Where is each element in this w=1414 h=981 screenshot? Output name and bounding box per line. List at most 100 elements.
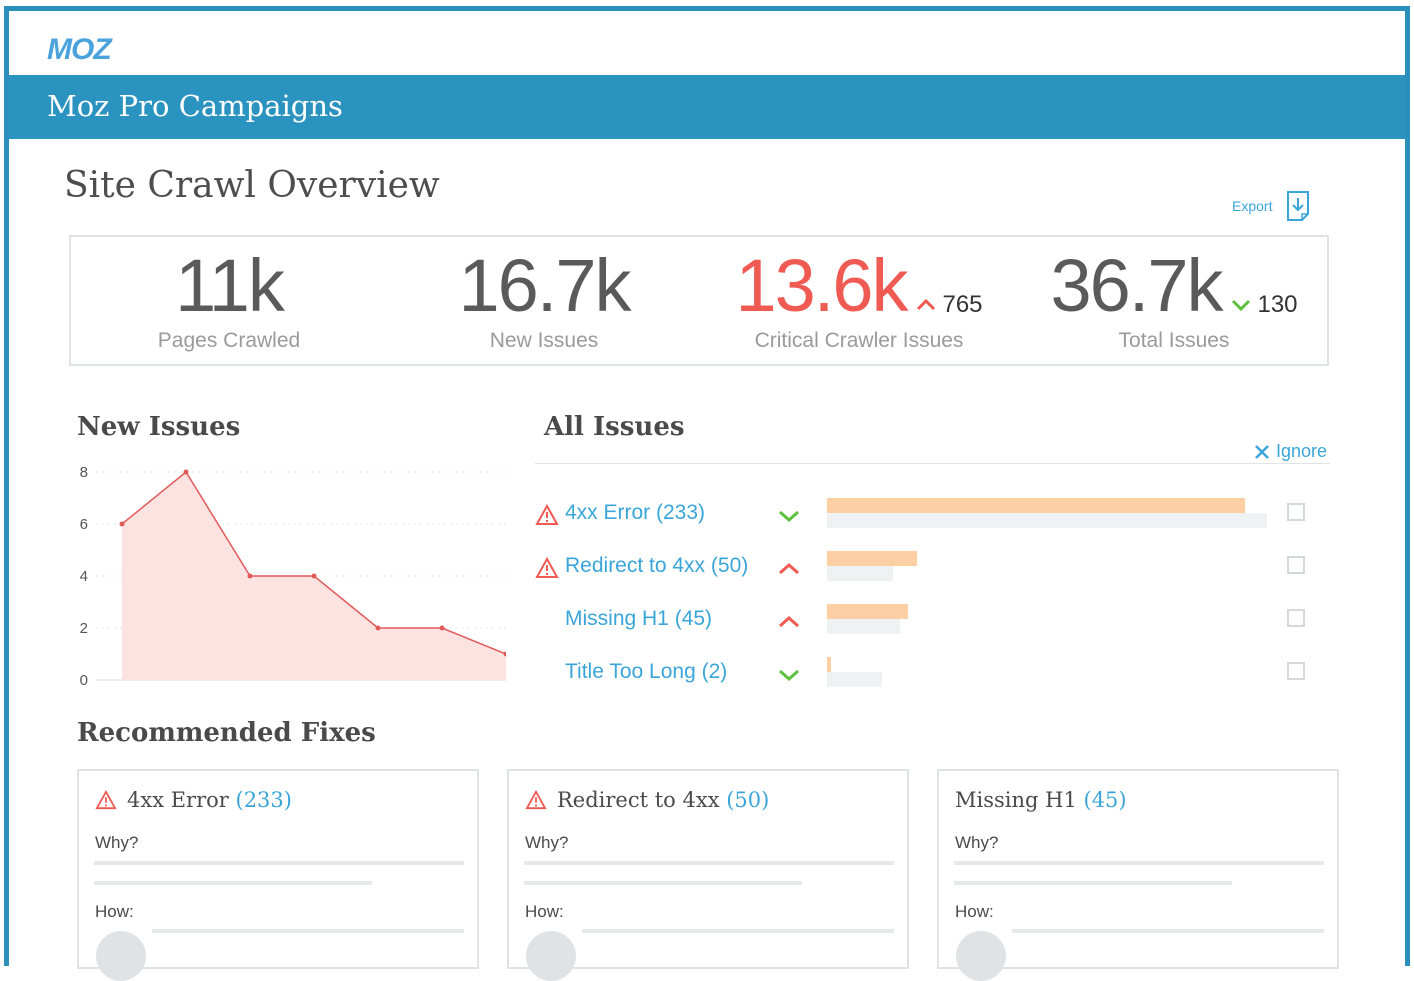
- chevron-down-icon: [779, 510, 799, 523]
- issue-bar-previous: [827, 672, 882, 687]
- ignore-checkbox[interactable]: [1287, 609, 1305, 627]
- why-label: Why?: [955, 833, 999, 852]
- issue-bar-current: [827, 604, 909, 619]
- data-point: [247, 573, 253, 579]
- fix-card-name: Redirect to 4xx: [557, 788, 720, 812]
- ignore-checkbox[interactable]: [1287, 556, 1305, 574]
- stat-pages-crawled: 11k Pages Crawled: [71, 247, 387, 353]
- arrow-down-icon: [1232, 299, 1251, 311]
- fix-card-count: (233): [235, 788, 292, 812]
- y-tick-label: 4: [80, 568, 88, 585]
- y-tick-label: 0: [80, 672, 88, 689]
- issue-link[interactable]: Title Too Long (2): [565, 660, 728, 683]
- fix-card-count: (50): [726, 788, 770, 812]
- stat-delta-value: 130: [1257, 291, 1298, 318]
- placeholder-line: [524, 881, 802, 885]
- placeholder-line: [582, 929, 894, 933]
- stat-value: 36.7k: [1050, 244, 1223, 327]
- stat-label: New Issues: [489, 329, 599, 352]
- fix-card-title: Missing H1 (45): [955, 788, 1127, 812]
- data-point: [439, 625, 445, 631]
- placeholder-line: [1012, 929, 1324, 933]
- fix-card-name: Missing H1: [955, 788, 1077, 812]
- issue-bar-current: [827, 551, 918, 566]
- placeholder-line: [524, 861, 894, 865]
- issue-bar-current: [827, 657, 831, 672]
- top-bar: Moz Pro Campaigns: [9, 75, 1405, 139]
- issue-bar-previous: [827, 566, 893, 581]
- data-point: [503, 651, 506, 657]
- ignore-checkbox[interactable]: [1287, 503, 1305, 521]
- stat-delta-value: 765: [942, 291, 983, 318]
- app-title: Moz Pro Campaigns: [47, 89, 343, 123]
- stat-critical-issues: 13.6k 765 Critical Crawler Issues: [701, 247, 1017, 353]
- download-icon: [1287, 191, 1310, 221]
- divider: [535, 463, 1330, 464]
- ignore-checkbox[interactable]: [1287, 662, 1305, 680]
- issue-row-missing-h1: Missing H1 (45): [535, 604, 1335, 644]
- fix-card-redirect-4xx[interactable]: Redirect to 4xx (50) Why? How:: [507, 769, 909, 981]
- why-label: Why?: [525, 833, 569, 852]
- new-issues-heading: New Issues: [77, 412, 241, 442]
- fix-card-4xx-error[interactable]: 4xx Error (233) Why? How:: [77, 769, 479, 981]
- stat-delta: 765: [916, 291, 983, 319]
- fix-card-name: 4xx Error: [127, 788, 229, 812]
- issue-row-4xx-error: 4xx Error (233): [535, 498, 1335, 538]
- issue-link[interactable]: Redirect to 4xx (50): [565, 554, 749, 577]
- stats-panel: 11k Pages Crawled 16.7k New Issues 13.6k…: [69, 235, 1329, 366]
- fix-card-title: 4xx Error (233): [95, 788, 292, 812]
- placeholder-line: [94, 881, 372, 885]
- stat-label: Total Issues: [1118, 329, 1230, 352]
- close-icon: [1255, 444, 1269, 459]
- issue-link[interactable]: 4xx Error (233): [565, 501, 706, 524]
- fix-card-title: Redirect to 4xx (50): [525, 788, 769, 812]
- y-tick-label: 8: [80, 464, 88, 481]
- chevron-up-icon: [779, 562, 799, 575]
- warning-icon: [95, 790, 117, 810]
- placeholder-line: [954, 881, 1232, 885]
- placeholder-line: [94, 861, 464, 865]
- y-tick-label: 6: [80, 516, 88, 533]
- data-point: [183, 469, 189, 475]
- ignore-button[interactable]: Ignore: [1254, 441, 1327, 462]
- issue-bar-current: [827, 498, 1245, 513]
- warning-icon: [525, 790, 547, 810]
- issue-row-redirect-4xx: Redirect to 4xx (50): [535, 551, 1335, 591]
- issue-link[interactable]: Missing H1 (45): [565, 607, 713, 630]
- fix-card-count: (45): [1083, 788, 1127, 812]
- stat-new-issues: 16.7k New Issues: [386, 247, 702, 353]
- issue-row-title-too-long: Title Too Long (2): [535, 657, 1335, 697]
- chevron-up-icon: [779, 615, 799, 628]
- page-title: Site Crawl Overview: [64, 165, 440, 206]
- how-label: How:: [95, 902, 134, 921]
- fix-card-missing-h1[interactable]: Missing H1 (45) Why? How:: [937, 769, 1339, 981]
- all-issues-heading: All Issues: [544, 412, 685, 442]
- moz-logo[interactable]: MOZ: [47, 33, 112, 66]
- y-tick-label: 2: [80, 620, 88, 637]
- stat-value: 16.7k: [458, 244, 631, 327]
- export-button[interactable]: Export: [1232, 190, 1310, 222]
- stat-value: 13.6k: [735, 244, 908, 327]
- how-label: How:: [955, 902, 994, 921]
- avatar: [526, 931, 576, 981]
- warning-icon: [535, 504, 559, 525]
- stat-label: Critical Crawler Issues: [754, 329, 964, 352]
- avatar: [96, 931, 146, 981]
- stat-total-issues: 36.7k 130 Total Issues: [1016, 247, 1332, 353]
- placeholder-line: [152, 929, 464, 933]
- arrow-up-icon: [917, 299, 936, 311]
- data-point: [375, 625, 381, 631]
- placeholder-line: [954, 861, 1324, 865]
- export-label: Export: [1232, 198, 1273, 214]
- issue-bar-previous: [827, 619, 900, 634]
- issue-bar-previous: [827, 513, 1267, 528]
- stat-delta: 130: [1231, 291, 1298, 319]
- avatar: [956, 931, 1006, 981]
- recommended-fixes-heading: Recommended Fixes: [77, 718, 376, 748]
- stat-value: 11k: [175, 244, 285, 327]
- data-point: [311, 573, 317, 579]
- data-point: [119, 521, 125, 527]
- warning-icon: [535, 557, 559, 578]
- stat-label: Pages Crawled: [157, 329, 301, 352]
- chevron-down-icon: [779, 669, 799, 682]
